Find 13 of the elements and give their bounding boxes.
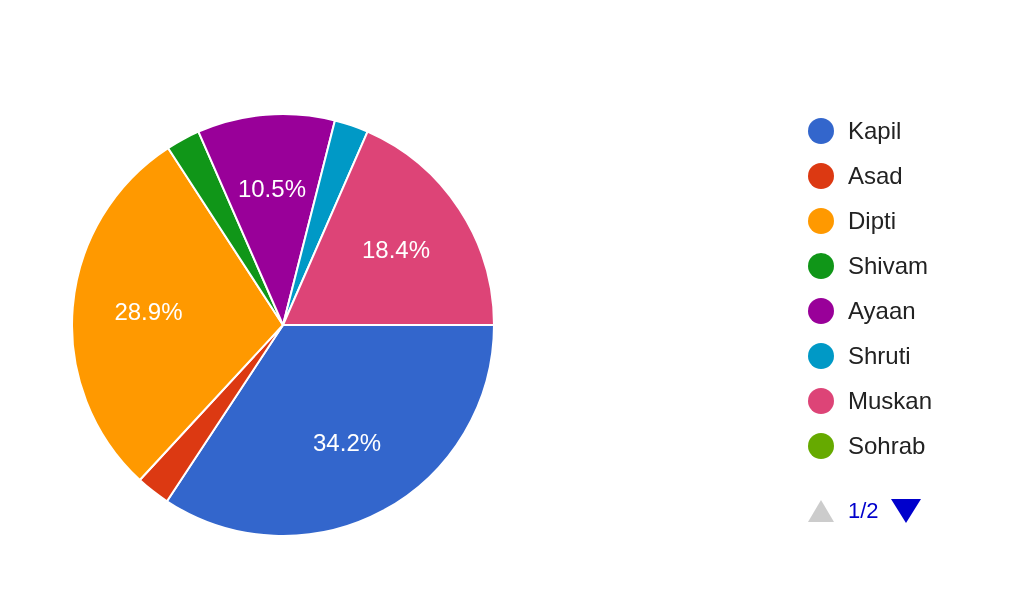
legend-label: Muskan bbox=[848, 386, 933, 415]
legend-label: Dipti bbox=[848, 206, 897, 235]
data-label: 18.4% bbox=[361, 235, 431, 263]
legend-label: Shruti bbox=[848, 341, 911, 370]
legend-label: Kapil bbox=[848, 116, 902, 145]
legend-label: Ayaan bbox=[848, 296, 916, 325]
legend-label: Sohrab bbox=[848, 431, 926, 460]
data-label: 10.5% bbox=[237, 175, 306, 203]
data-label: 34.2% bbox=[313, 428, 382, 456]
legend-label: Shivam bbox=[848, 251, 929, 280]
text: 1/2 bbox=[848, 498, 879, 524]
data-label: 28.9% bbox=[114, 298, 183, 326]
legend-label: Asad bbox=[848, 161, 903, 190]
